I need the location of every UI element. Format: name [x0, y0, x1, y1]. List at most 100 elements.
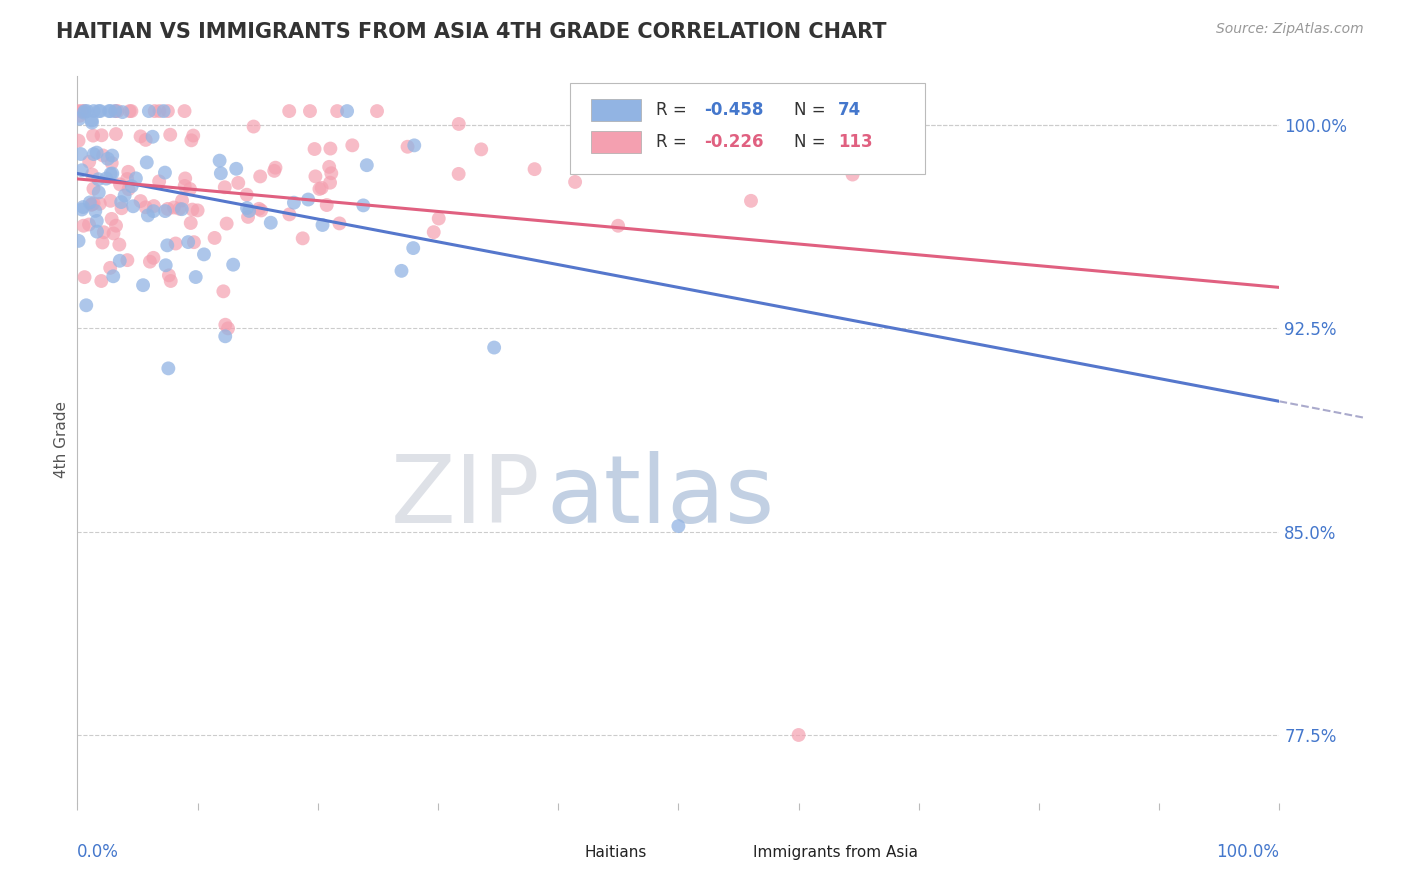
- Point: [73, 104, 96, 119]
- Point: [93, 225, 115, 239]
- Point: [217, 321, 239, 335]
- Point: [278, 207, 301, 221]
- Point: [297, 193, 319, 207]
- Point: [208, 153, 231, 168]
- Point: [70, 104, 93, 119]
- Point: [155, 258, 177, 272]
- Text: 74: 74: [838, 101, 862, 119]
- Point: [118, 104, 141, 119]
- Point: [319, 176, 342, 190]
- Point: [80, 198, 103, 212]
- Y-axis label: 4th Grade: 4th Grade: [53, 401, 69, 478]
- Point: [110, 201, 132, 215]
- Point: [86, 145, 108, 160]
- Point: [122, 199, 145, 213]
- Point: [181, 128, 204, 143]
- Text: R =: R =: [655, 133, 692, 151]
- Point: [115, 172, 138, 186]
- Point: [222, 258, 245, 272]
- Point: [79, 195, 101, 210]
- Point: [315, 198, 337, 212]
- Point: [129, 129, 152, 144]
- Point: [100, 104, 122, 119]
- Point: [80, 113, 103, 128]
- Point: [156, 104, 179, 119]
- Point: [179, 182, 201, 196]
- Point: [108, 178, 131, 192]
- Point: [318, 160, 340, 174]
- Point: [114, 188, 136, 202]
- Text: N =: N =: [794, 133, 831, 151]
- Point: [82, 128, 104, 143]
- Point: [139, 254, 162, 268]
- Point: [311, 181, 333, 195]
- Point: [72, 200, 94, 214]
- Point: [607, 219, 630, 233]
- Point: [319, 142, 342, 156]
- Point: [263, 164, 285, 178]
- Point: [67, 112, 90, 126]
- Point: [101, 167, 124, 181]
- Point: [83, 196, 105, 211]
- Point: [91, 235, 114, 250]
- Point: [156, 202, 179, 216]
- Point: [215, 217, 238, 231]
- Point: [291, 231, 314, 245]
- Point: [94, 171, 117, 186]
- Point: [668, 519, 690, 533]
- Point: [352, 198, 374, 212]
- Point: [135, 133, 157, 147]
- Point: [76, 104, 98, 119]
- Point: [100, 194, 122, 208]
- Text: 113: 113: [838, 133, 873, 151]
- Point: [84, 203, 107, 218]
- Point: [125, 171, 148, 186]
- Point: [304, 169, 326, 184]
- Point: [238, 203, 260, 218]
- Point: [396, 140, 419, 154]
- Point: [308, 182, 330, 196]
- Point: [447, 117, 470, 131]
- Point: [100, 211, 122, 226]
- Bar: [534, 843, 576, 863]
- Point: [163, 201, 186, 215]
- Point: [181, 202, 204, 217]
- Point: [110, 195, 132, 210]
- Point: [148, 174, 170, 188]
- Point: [142, 251, 165, 265]
- Point: [209, 166, 232, 180]
- Point: [89, 104, 111, 119]
- Point: [70, 202, 93, 217]
- Point: [86, 214, 108, 228]
- Point: [404, 138, 426, 153]
- Point: [470, 142, 492, 156]
- Point: [159, 274, 181, 288]
- Point: [304, 142, 326, 156]
- Point: [87, 186, 110, 200]
- Point: [73, 104, 96, 119]
- Point: [264, 161, 287, 175]
- Point: [173, 104, 195, 119]
- Point: [117, 165, 139, 179]
- Point: [135, 155, 157, 169]
- Point: [328, 216, 350, 230]
- Point: [183, 235, 205, 249]
- Point: [225, 161, 247, 176]
- Point: [101, 148, 124, 162]
- Point: [172, 194, 194, 208]
- Text: N =: N =: [794, 101, 831, 119]
- Point: [107, 104, 129, 119]
- Point: [250, 203, 273, 218]
- Point: [77, 218, 100, 232]
- Text: 0.0%: 0.0%: [77, 843, 120, 861]
- Point: [326, 104, 349, 119]
- Point: [447, 167, 470, 181]
- Point: [142, 204, 165, 219]
- Point: [142, 199, 165, 213]
- Text: -0.458: -0.458: [703, 101, 763, 119]
- Point: [402, 241, 425, 255]
- Point: [117, 182, 139, 196]
- Bar: [591, 99, 641, 121]
- Point: [105, 219, 128, 233]
- Point: [311, 218, 333, 232]
